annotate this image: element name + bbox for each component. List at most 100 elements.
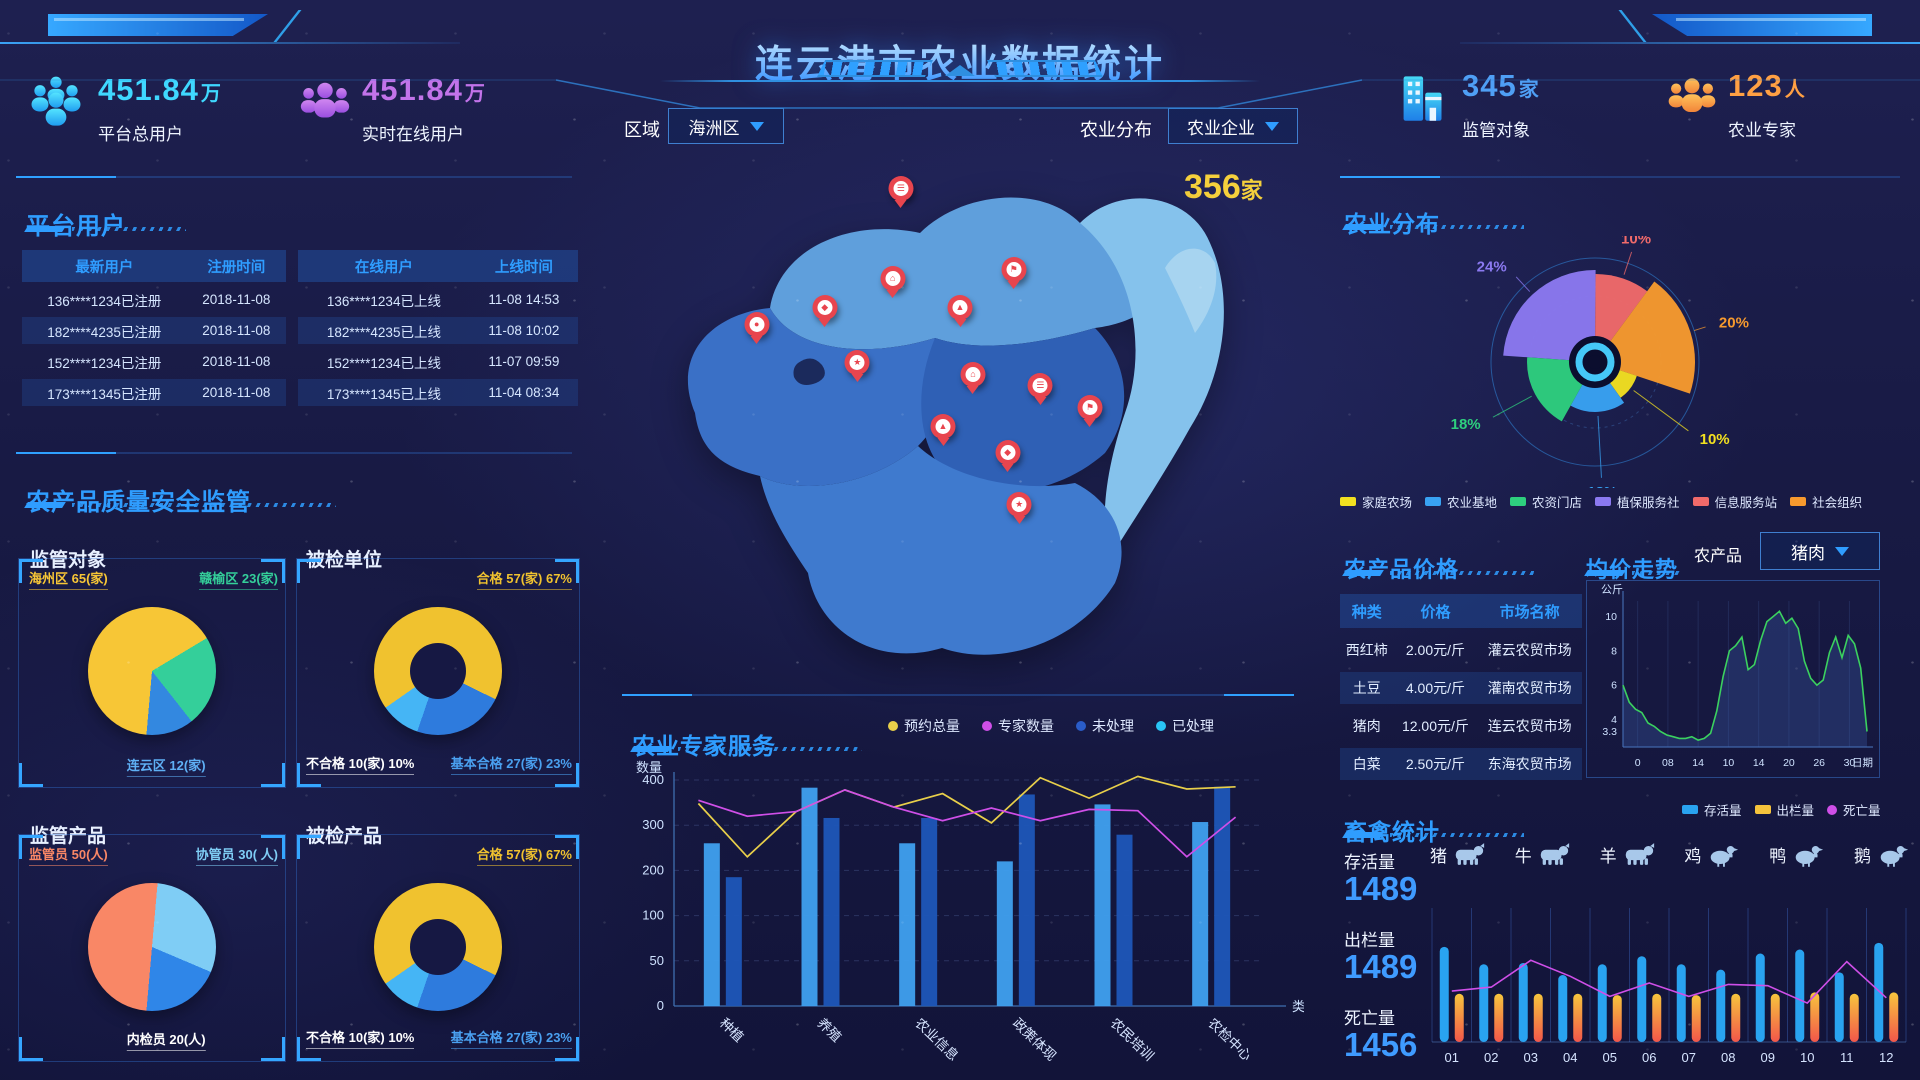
- column-header: 市场名称: [1477, 594, 1582, 628]
- pie-label: 合格 57(家) 67%: [477, 844, 572, 866]
- map-marker[interactable]: ▲: [947, 295, 973, 321]
- product-select-label: 农产品: [1694, 548, 1743, 565]
- svg-text:种植: 种植: [717, 1015, 747, 1045]
- legend-item[interactable]: 存活量: [1682, 800, 1742, 819]
- animal-cow: 牛: [1515, 842, 1571, 867]
- svg-text:20: 20: [1783, 757, 1795, 769]
- donut-hole: [410, 919, 466, 975]
- svg-text:0: 0: [657, 998, 664, 1013]
- legend-item[interactable]: 死亡量: [1827, 800, 1881, 819]
- map-marker[interactable]: ▲: [930, 414, 956, 440]
- column-header: 注册时间: [186, 250, 286, 282]
- pie[interactable]: [374, 607, 502, 735]
- svg-text:6: 6: [1611, 680, 1617, 692]
- animal-chicken: 鸡: [1684, 842, 1740, 867]
- column-header: 上线时间: [469, 250, 578, 282]
- column-header: 价格: [1393, 594, 1478, 628]
- svg-text:类型: 类型: [1292, 999, 1304, 1014]
- section-underline: [1344, 570, 1534, 577]
- distribution-select[interactable]: 农业企业: [1168, 108, 1298, 144]
- pie[interactable]: [374, 883, 502, 1011]
- divider: [1340, 176, 1900, 178]
- map-marker[interactable]: ⚑: [1001, 256, 1027, 282]
- pie-label: 海州区 65(家): [29, 568, 108, 590]
- stat-total-users-label: 平台总用户: [98, 125, 183, 144]
- pie-label: 不合格 10(家) 10%: [306, 1027, 414, 1049]
- donut-chart-inspected-products: 合格 57(家) 67% 基本合格 27(家) 23% 不合格 10(家) 10%: [296, 834, 580, 1062]
- divider: [16, 176, 572, 178]
- divider: [622, 694, 1294, 696]
- map-marker[interactable]: ⌂: [960, 362, 986, 388]
- stat-experts-label: 农业专家: [1728, 121, 1796, 140]
- legend-item[interactable]: 农资门店: [1510, 492, 1582, 511]
- animals-row: 猪 牛 羊 鸡 鸭 鹅: [1430, 842, 1910, 867]
- product-select[interactable]: 猪肉: [1760, 532, 1880, 570]
- map-marker[interactable]: ★: [1006, 491, 1032, 517]
- pie-label: 内检员 20(人): [127, 1029, 206, 1051]
- legend-item[interactable]: 专家数量: [982, 716, 1054, 736]
- left-panel: 451.84 万 平台总用户 451.84 万 实时在线用户 平台用户 最新用户 注册…: [0, 60, 592, 1080]
- svg-text:10%: 10%: [1700, 431, 1730, 448]
- map-marker[interactable]: ☰: [1027, 373, 1053, 399]
- legend-item[interactable]: 家庭农场: [1340, 492, 1412, 511]
- map-marker[interactable]: ⚑: [1077, 395, 1103, 421]
- price-trend-chart-frame: 10 8 6 4 3.3 0 08 14 10 14 20 26 30 公斤 日期: [1586, 580, 1880, 778]
- legend-swatch: [888, 721, 898, 731]
- legend-item[interactable]: 农业基地: [1425, 492, 1497, 511]
- table-row: 173****1345已注册 2018-11-08: [22, 379, 286, 406]
- pie-label: 赣榆区 23(家): [199, 568, 278, 590]
- section-agri-distribution: 农业分布: [1344, 211, 1440, 238]
- pie[interactable]: [88, 607, 216, 735]
- legend-item[interactable]: 未处理: [1076, 716, 1134, 736]
- map-marker[interactable]: ●: [744, 312, 770, 337]
- legend-item[interactable]: 信息服务站: [1692, 492, 1777, 511]
- table-row: 136****1234已上线 11-08 14:53: [326, 292, 560, 309]
- users-online-icon: [296, 76, 354, 130]
- svg-text:12: 12: [1879, 1050, 1893, 1065]
- svg-text:政策体现: 政策体现: [1010, 1015, 1060, 1064]
- legend-swatch: [1340, 497, 1356, 506]
- legend-swatch: [1827, 804, 1838, 815]
- map-marker[interactable]: ◆: [812, 295, 838, 321]
- section-underline: [1586, 570, 1682, 577]
- legend-item[interactable]: 已处理: [1156, 716, 1214, 736]
- svg-text:18%: 18%: [1451, 416, 1481, 433]
- death-value: 1456: [1344, 1026, 1418, 1063]
- column-header: 最新用户: [22, 250, 187, 282]
- region-map[interactable]: [620, 148, 1300, 688]
- agri-distribution-rose-chart[interactable]: 24% 10% 20% 10% 18% 18%: [1360, 236, 1880, 488]
- svg-text:农检中心: 农检中心: [1205, 1015, 1255, 1064]
- legend-item[interactable]: 社会组织: [1790, 492, 1862, 511]
- stat-experts-count: 123 人: [1728, 68, 1806, 103]
- svg-text:04: 04: [1563, 1050, 1577, 1065]
- legend-swatch: [1754, 805, 1771, 814]
- legend-item[interactable]: 植保服务社: [1595, 492, 1680, 511]
- svg-text:4: 4: [1611, 714, 1617, 726]
- column-header: 种类: [1340, 594, 1394, 628]
- map-marker[interactable]: ⌂: [880, 266, 906, 292]
- section-underline: [26, 226, 186, 233]
- legend-item[interactable]: 预约总量: [888, 716, 960, 736]
- svg-text:26: 26: [1813, 757, 1825, 769]
- region-select[interactable]: 海洲区: [668, 108, 784, 144]
- experts-icon: [1664, 72, 1720, 124]
- stat-online-users: 451.84 万: [362, 72, 486, 107]
- map-marker[interactable]: ◆: [995, 439, 1021, 465]
- svg-text:10: 10: [1723, 757, 1735, 769]
- svg-text:10: 10: [1800, 1050, 1814, 1065]
- pie[interactable]: [88, 883, 216, 1011]
- legend-item[interactable]: 出栏量: [1754, 800, 1814, 819]
- legend-swatch: [1076, 721, 1086, 731]
- pie-label: 基本合格 27(家) 23%: [451, 753, 572, 775]
- table-row: 白菜 2.50元/斤 东海农贸市场: [1340, 748, 1582, 780]
- legend-label: 社会组织: [1812, 496, 1863, 510]
- animal-pig: 猪: [1430, 842, 1486, 867]
- goose-icon: [1880, 846, 1909, 867]
- stat-total-users: 451.84 万: [98, 72, 222, 107]
- pie-label: 基本合格 27(家) 23%: [451, 1027, 572, 1049]
- map-marker[interactable]: ★: [844, 349, 870, 375]
- animal-goose: 鹅: [1854, 842, 1910, 867]
- map-marker[interactable]: ☰: [888, 175, 914, 201]
- svg-text:50: 50: [650, 953, 664, 968]
